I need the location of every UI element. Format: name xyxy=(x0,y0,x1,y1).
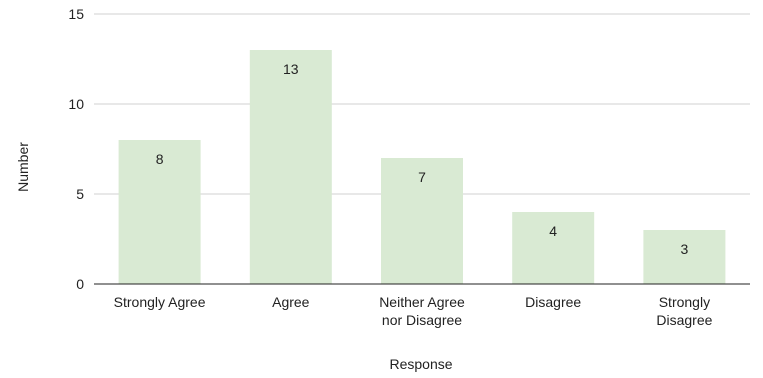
y-axis-ticks: 0 5 10 15 xyxy=(68,6,84,292)
bar xyxy=(249,50,332,284)
bar-value-label: 13 xyxy=(283,61,299,77)
y-tick-label: 5 xyxy=(76,186,84,202)
bar-value-label: 3 xyxy=(681,241,689,257)
x-tick-label: Strongly Agree xyxy=(114,294,206,310)
y-axis-title: Number xyxy=(15,142,31,192)
bar xyxy=(118,140,201,284)
y-tick-label: 10 xyxy=(68,96,84,112)
x-tick-label: Agree xyxy=(272,294,310,310)
x-tick-label: Neither Agree nor Disagree xyxy=(379,294,465,328)
x-tick-label: Strongly Disagree xyxy=(656,294,712,328)
x-axis-title: Response xyxy=(389,356,452,372)
bar-value-label: 4 xyxy=(549,223,557,239)
data-labels: 8 13 7 4 3 xyxy=(156,61,689,257)
x-axis-ticks: Strongly Agree Agree Neither Agree nor Disa… xyxy=(114,294,713,328)
bar-value-label: 7 xyxy=(418,169,426,185)
bar xyxy=(512,212,595,284)
bars xyxy=(118,50,726,284)
bar xyxy=(643,230,726,284)
bar xyxy=(381,158,463,284)
y-tick-label: 0 xyxy=(76,276,84,292)
x-tick-label: Disagree xyxy=(525,294,581,310)
y-tick-label: 15 xyxy=(68,6,84,22)
bar-value-label: 8 xyxy=(156,151,164,167)
